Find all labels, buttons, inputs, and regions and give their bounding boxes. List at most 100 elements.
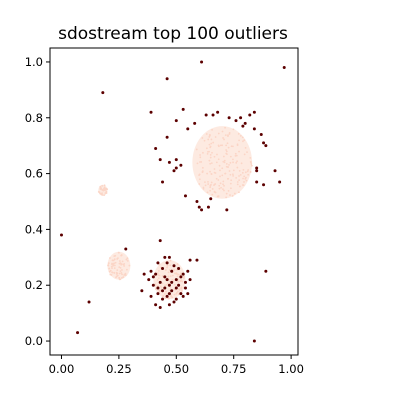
outlier-point [142,272,146,276]
inlier-point [208,159,211,162]
outlier-point [179,163,183,167]
inlier-point [219,182,222,185]
inlier-point [237,132,240,135]
inlier-point [218,184,221,187]
inlier-point [222,180,225,183]
inlier-point [204,181,206,184]
inlier-point [224,134,227,137]
inlier-point [225,192,228,195]
outlier-point [154,272,158,276]
outlier-point [161,266,165,270]
inlier-point [156,272,159,275]
inlier-point [178,288,181,291]
outlier-point [264,144,268,148]
outlier-point [161,289,165,293]
inlier-point [215,161,218,164]
y-tick-label: 0.0 [25,334,43,348]
inlier-point [167,275,170,278]
inlier-point [210,142,213,145]
inlier-point [166,264,169,267]
inlier-point [209,184,212,187]
inlier-point [203,139,206,142]
inlier-point [222,137,224,139]
inlier-point [243,175,246,178]
outlier-point [174,297,178,301]
inlier-point [201,170,204,173]
inlier-point [123,274,126,276]
inlier-point [223,138,225,141]
inlier-point [210,173,213,176]
outlier-point [161,180,165,184]
inlier-point [209,153,212,156]
inlier-point [101,184,104,187]
inlier-point [173,269,176,271]
inlier-point [227,166,229,168]
inlier-point [199,161,201,163]
inlier-point [124,272,127,275]
outlier-point [195,258,199,262]
inlier-point [108,267,111,270]
inlier-point [103,194,106,197]
inlier-point [161,275,164,277]
inlier-point [217,179,220,181]
inlier-point [111,259,114,262]
inlier-point [180,286,183,289]
outlier-point [255,169,259,173]
inlier-point [236,181,239,183]
inlier-point [207,138,210,141]
inlier-point [118,272,121,275]
outlier-point [241,124,245,128]
inlier-point [180,272,183,275]
outlier-point [156,286,160,290]
inlier-point [209,162,212,165]
inlier-point [109,257,111,259]
inlier-point [173,293,176,296]
inlier-point [225,162,228,165]
inlier-point [201,166,204,169]
inlier-point [100,187,103,190]
outlier-point [149,294,153,298]
outlier-point [183,280,187,284]
inlier-point [120,276,123,279]
inlier-point [241,171,244,174]
outlier-point [174,166,178,170]
inlier-point [169,259,172,262]
x-tick-label: 0.75 [221,362,247,376]
inlier-point [249,171,252,173]
inlier-point [224,172,227,175]
inlier-point [234,155,237,157]
outlier-point [167,255,171,259]
inlier-point [195,148,198,151]
outlier-point [243,121,247,125]
inlier-point [246,170,249,173]
inlier-point [217,144,220,147]
inlier-point [103,186,106,189]
inlier-point [199,156,202,159]
inlier-point [109,269,112,272]
inlier-point [211,188,214,190]
inlier-point [236,183,239,186]
outlier-point [174,286,178,290]
outlier-point [262,183,266,187]
outlier-point [186,269,190,273]
y-tick-label: 0.6 [25,167,43,181]
outlier-point [252,110,256,114]
outlier-point [174,278,178,282]
outlier-point [165,77,169,81]
outlier-point [170,280,174,284]
inlier-point [113,255,116,257]
outlier-point [172,300,176,304]
inlier-point [118,278,121,281]
outlier-point [165,294,169,298]
outlier-point [177,283,181,287]
inlier-point [165,284,168,286]
inlier-point [236,144,239,147]
inlier-point [103,184,106,187]
inlier-point [176,275,179,278]
inlier-point [239,134,242,137]
inlier-point [113,258,116,261]
y-axis: 0.0 0.2 0.4 0.6 0.8 1.0 [25,55,50,348]
inlier-point [116,269,119,272]
inlier-point [210,162,213,165]
inlier-point [177,293,180,296]
